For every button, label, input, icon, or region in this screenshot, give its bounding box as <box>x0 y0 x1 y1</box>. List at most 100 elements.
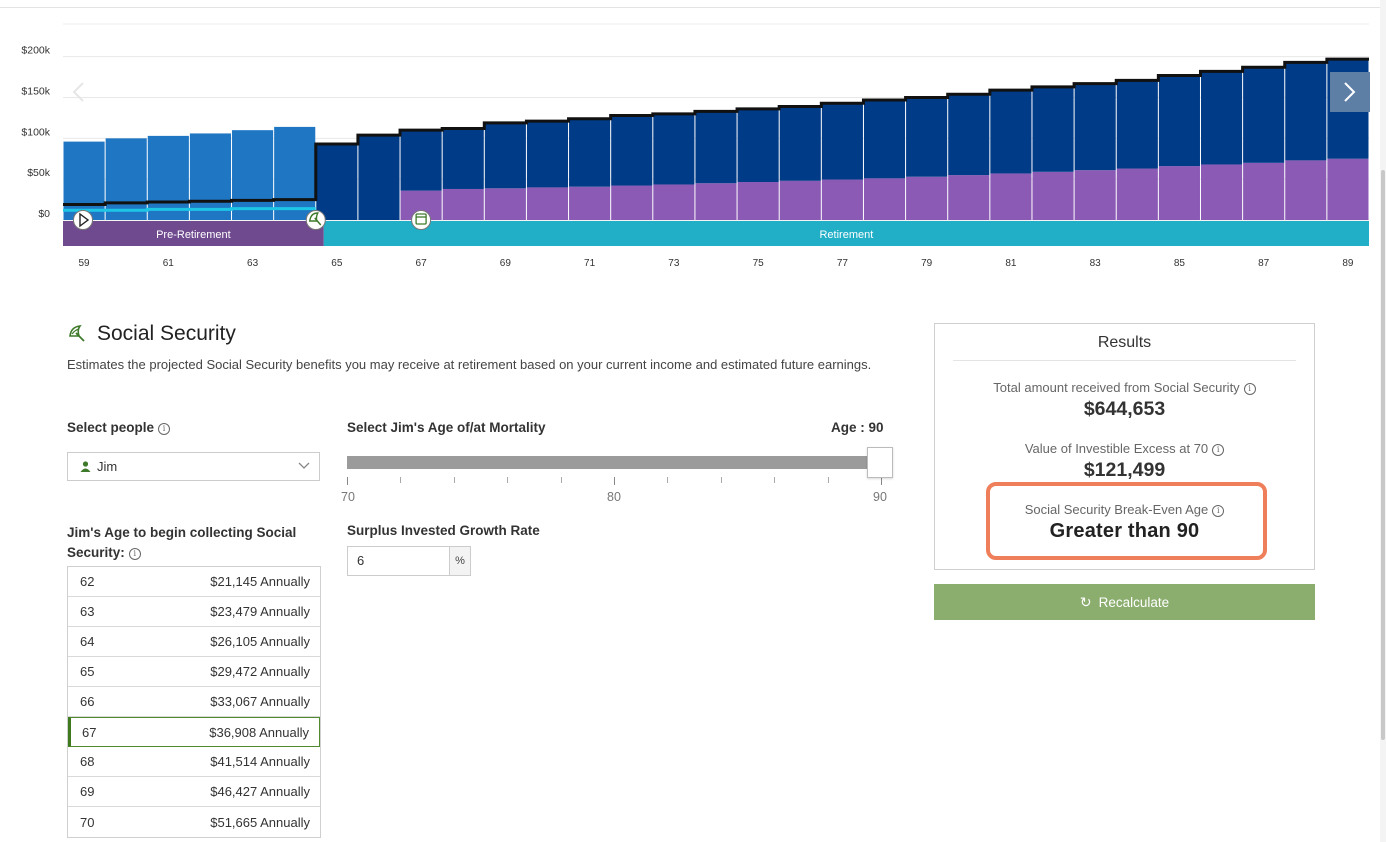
series-line <box>63 207 316 212</box>
bar-social-security <box>1327 158 1369 220</box>
x-tick-label: 69 <box>500 258 512 269</box>
bar-retirement-income <box>948 94 990 176</box>
slider-tick <box>881 477 882 485</box>
collect-amount: $36,908 Annually <box>209 724 309 740</box>
growth-rate-input[interactable]: 6 <box>347 546 450 576</box>
scrollbar-thumb[interactable] <box>1381 170 1385 740</box>
info-icon[interactable]: i <box>1243 383 1256 395</box>
umbrella-icon <box>69 324 85 342</box>
top-divider <box>0 7 1386 8</box>
y-tick-label: $200k <box>21 45 50 57</box>
results-title: Results <box>1097 334 1152 351</box>
bar-social-security <box>906 176 948 220</box>
bar-pre-retirement <box>105 138 147 220</box>
bar-retirement-income <box>400 130 442 191</box>
chevron-left-icon <box>72 82 84 102</box>
chevron-down-icon <box>298 462 310 469</box>
bar-retirement-income <box>442 128 484 189</box>
play-icon[interactable] <box>73 210 93 230</box>
people-select[interactable]: Jim <box>67 452 320 481</box>
collect-age-row[interactable]: 62 $21,145 Annually <box>68 567 320 597</box>
slider-tick <box>720 477 722 483</box>
bar-retirement-income <box>1032 86 1074 172</box>
investible-excess-label: Value of Investible Excess at 70 i <box>935 441 1314 456</box>
bar-social-security <box>821 179 863 220</box>
total-received-value: $644,653 <box>1083 398 1166 420</box>
slider-tick <box>667 477 669 483</box>
total-received-label: Total amount received from Social Securi… <box>935 380 1314 395</box>
bar-retirement-income <box>653 114 695 185</box>
bar-social-security <box>484 188 526 220</box>
bar-social-security <box>695 183 737 220</box>
bar-social-security <box>442 188 484 220</box>
x-tick-label: 79 <box>921 258 933 269</box>
retirement-income-chart: $0 $50k $100k $150k $200k Pre-Retirement Retir… <box>21 23 1370 269</box>
bar-social-security <box>779 180 821 220</box>
mortality-age-display: Age : 90 <box>831 420 884 435</box>
y-tick-label: $150k <box>21 86 50 98</box>
results-panel: Results Total amount received from Socia… <box>934 323 1315 570</box>
break-even-label: Social Security Break-Even Age i <box>935 502 1314 517</box>
collect-age: 67 <box>82 724 97 740</box>
collect-age: 62 <box>80 574 95 589</box>
mortality-slider-track[interactable] <box>347 456 881 469</box>
bar-retirement-income <box>1285 62 1327 161</box>
x-tick-label: 65 <box>331 258 343 269</box>
bar-pre-retirement <box>232 130 274 220</box>
bar-social-security <box>1032 171 1074 220</box>
bar-retirement-income <box>569 118 611 187</box>
y-tick-label: $50k <box>27 167 51 179</box>
collect-age-row[interactable]: 66 $33,067 Annually <box>68 687 320 717</box>
select-people-label: Select people i <box>67 420 171 435</box>
x-tick-label: 77 <box>837 258 849 269</box>
break-even-value: Greater than 90 <box>1049 520 1200 542</box>
collect-amount: $33,067 Annually <box>210 694 310 709</box>
phase-band <box>323 221 1370 246</box>
investible-excess-value: $121,499 <box>1083 459 1166 481</box>
collect-amount: $26,105 Annually <box>210 634 310 649</box>
collect-age-row[interactable]: 67 $36,908 Annually <box>68 717 320 747</box>
chart-next-button[interactable] <box>1330 72 1370 112</box>
bar-retirement-income <box>821 103 863 180</box>
growth-rate-label: Surplus Invested Growth Rate <box>347 523 540 538</box>
x-tick-label: 71 <box>584 258 596 269</box>
collect-age: 70 <box>80 814 95 830</box>
bar-social-security <box>737 182 779 220</box>
info-icon[interactable]: i <box>128 548 141 560</box>
info-icon[interactable]: i <box>158 423 171 435</box>
mortality-slider-handle[interactable] <box>867 447 893 478</box>
bar-pre-retirement <box>147 135 189 220</box>
collect-age-row[interactable]: 68 $41,514 Annually <box>68 747 320 777</box>
people-select-value: Jim <box>97 459 118 474</box>
info-icon[interactable]: i <box>1212 444 1225 456</box>
collect-age-row[interactable]: 64 $26,105 Annually <box>68 627 320 657</box>
page-scrollbar[interactable] <box>1380 0 1386 842</box>
x-tick-label: 89 <box>1342 258 1354 269</box>
section-description: Estimates the projected Social Security … <box>67 357 872 372</box>
recalculate-button[interactable]: ↻ Recalculate <box>934 584 1315 620</box>
chevron-right-icon <box>1344 82 1356 102</box>
collect-amount: $21,145 Annually <box>210 574 310 589</box>
info-icon[interactable]: i <box>1212 505 1225 517</box>
bar-retirement-income <box>779 106 821 181</box>
slider-tick <box>774 477 776 483</box>
collect-age-row[interactable]: 63 $23,479 Annually <box>68 597 320 627</box>
collect-age-row[interactable]: 65 $29,472 Annually <box>68 657 320 687</box>
collect-age-row[interactable]: 70 $51,665 Annually <box>68 807 320 837</box>
x-tick-label: 81 <box>1005 258 1017 269</box>
bar-social-security <box>1158 166 1200 220</box>
x-tick-label: 75 <box>753 258 765 269</box>
slider-label-mid: 80 <box>607 490 621 504</box>
collect-age-row[interactable]: 69 $46,427 Annually <box>68 777 320 807</box>
play-glyph <box>79 212 90 228</box>
x-tick-label: 85 <box>1174 258 1186 269</box>
chart-prev-button[interactable] <box>58 72 98 112</box>
recalculate-label: Recalculate <box>1098 594 1170 610</box>
phase-label: Pre-Retirement <box>156 229 231 241</box>
x-tick-label: 61 <box>163 258 175 269</box>
bar-retirement-income <box>990 90 1032 174</box>
collect-age: 63 <box>80 604 95 619</box>
bar-retirement-income <box>358 135 400 220</box>
x-tick-label: 83 <box>1090 258 1102 269</box>
slider-tick <box>347 477 348 485</box>
